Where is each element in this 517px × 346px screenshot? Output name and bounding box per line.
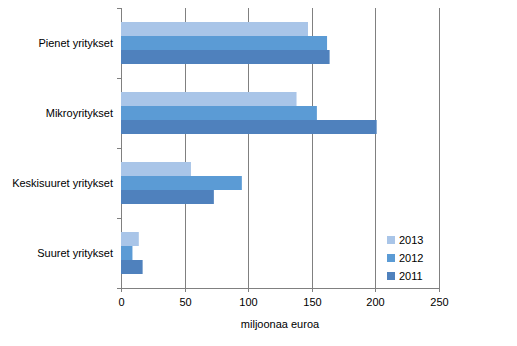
bar bbox=[121, 162, 191, 176]
category-label: Suuret yritykset bbox=[37, 247, 113, 259]
axis-label: miljoonaa euroa bbox=[241, 318, 320, 330]
bar bbox=[121, 190, 214, 204]
bar bbox=[121, 92, 297, 106]
chart: 0 50 100 150 200 250 Pienet yritykset Mikroyrit… bbox=[0, 0, 517, 346]
tick-label: 200 bbox=[366, 296, 384, 308]
tick-label: 50 bbox=[179, 296, 191, 308]
category-tick bbox=[117, 288, 121, 289]
tick-label: 150 bbox=[303, 296, 321, 308]
bar bbox=[121, 232, 139, 246]
legend-label: 2012 bbox=[399, 252, 423, 264]
category-label: Keskisuuret yritykset bbox=[12, 177, 113, 189]
bar bbox=[121, 50, 330, 64]
category-tick bbox=[117, 148, 121, 149]
bar bbox=[121, 176, 242, 190]
bar bbox=[121, 106, 317, 120]
tick-label: 250 bbox=[430, 296, 448, 308]
category-tick bbox=[117, 78, 121, 79]
tick-label: 100 bbox=[239, 296, 257, 308]
legend-swatch bbox=[387, 236, 395, 244]
bar bbox=[121, 22, 308, 36]
bar bbox=[121, 260, 143, 274]
legend-label: 2011 bbox=[399, 270, 423, 282]
category-tick bbox=[117, 218, 121, 219]
legend-swatch bbox=[387, 254, 395, 262]
legend-label: 2013 bbox=[399, 234, 423, 246]
bar bbox=[121, 246, 132, 260]
grid-line bbox=[439, 8, 440, 288]
bar bbox=[121, 36, 327, 50]
category-label: Mikroyritykset bbox=[46, 107, 113, 119]
bar bbox=[121, 120, 377, 134]
tick-label: 0 bbox=[118, 296, 124, 308]
category-label: Pienet yritykset bbox=[38, 37, 113, 49]
category-tick bbox=[117, 8, 121, 9]
legend-swatch bbox=[387, 272, 395, 280]
bars bbox=[121, 22, 377, 274]
x-axis bbox=[121, 288, 440, 289]
grid-line bbox=[375, 8, 376, 288]
